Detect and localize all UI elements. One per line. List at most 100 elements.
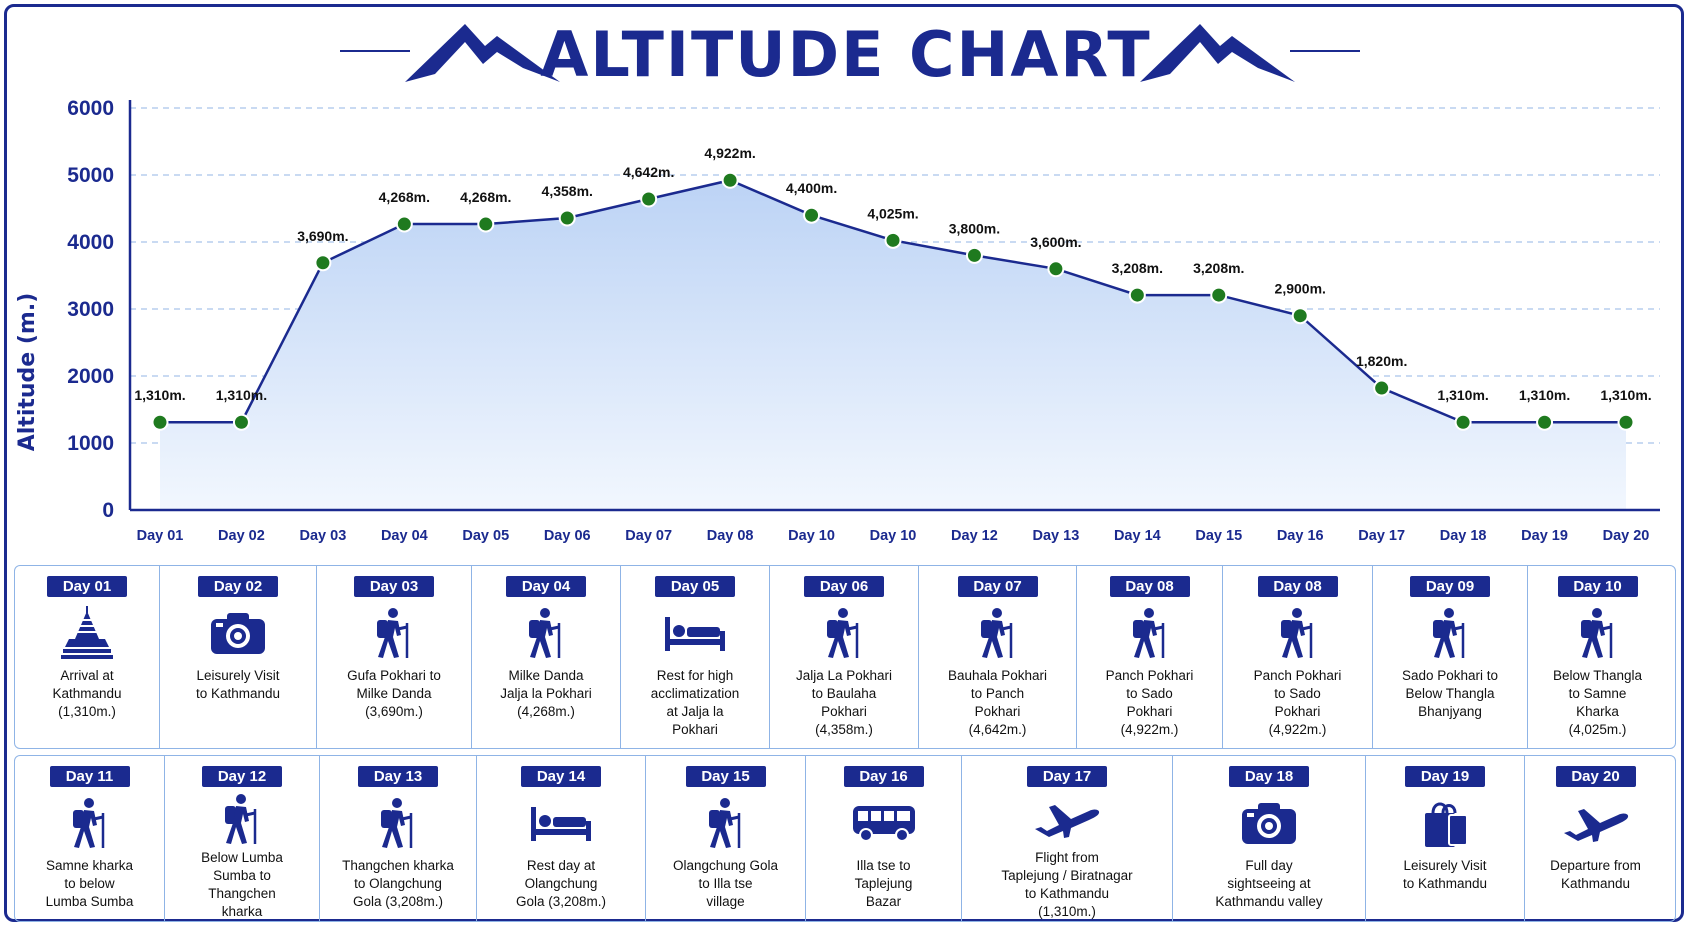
data-label: 2,900m.: [1275, 281, 1326, 297]
description-line: Below Thangla: [1552, 668, 1643, 683]
x-tick-label: Day 14: [1114, 528, 1161, 544]
description-line: Departure from: [1550, 858, 1641, 873]
hiker-icon: [821, 603, 867, 663]
description-line: to Kathmandu: [1402, 876, 1488, 891]
description-line: to Samne: [1568, 686, 1627, 701]
camera-icon: [209, 603, 267, 663]
stupa-icon: [59, 603, 115, 663]
x-tick-label: Day 03: [300, 528, 347, 544]
header: ALTITUDE CHART: [0, 6, 1692, 91]
description-line: to Baulaha: [811, 686, 877, 701]
data-label: 1,310m.: [134, 387, 185, 403]
x-ticks: Day 01 Day 02 Day 03 Day 04 Day 05 Day 06 Day …: [137, 528, 1650, 544]
bus-icon: [851, 793, 917, 853]
data-label: 1,310m.: [1437, 387, 1488, 403]
data-label: 4,358m.: [542, 183, 593, 199]
description-line: village: [706, 894, 745, 909]
data-label: 4,025m.: [867, 205, 918, 221]
hiker-icon: [1127, 603, 1173, 663]
data-labels: 1,310m. 1,310m. 3,690m. 4,268m. 4,268m. 4,358…: [134, 145, 1651, 403]
day-card: Day 20 Departure from Kathmandu: [1525, 756, 1666, 921]
bed-icon: [529, 793, 593, 853]
x-tick-label: Day 12: [951, 528, 998, 544]
mountain-icon-left: [405, 24, 560, 82]
description-line: (4,642m.): [968, 722, 1027, 737]
day-badge: Day 02: [198, 576, 278, 597]
day-card: Day 05 Rest for high acclimatization at Jal…: [621, 566, 770, 748]
description-line: (1,310m.): [58, 704, 116, 719]
itinerary-row-2: Day 11 Samne kharka to below Lumba Sumba Day…: [14, 755, 1676, 922]
data-label: 4,268m.: [460, 189, 511, 205]
day-badge: Day 14: [521, 766, 601, 787]
description-line: Milke Danda: [356, 686, 432, 701]
description-line: Pokhari: [1126, 704, 1173, 719]
description-line: Gola (3,208m.): [352, 894, 444, 909]
data-label: 4,642m.: [623, 164, 674, 180]
day-card: Day 08 Panch Pokhari to Sado Pokhari (4,922m…: [1223, 566, 1373, 748]
data-label: 3,208m.: [1112, 260, 1163, 276]
data-point: [477, 215, 495, 233]
description-line: Below Lumba: [201, 850, 283, 865]
data-point: [1047, 260, 1065, 278]
day-description: Below Lumba Sumba to Thangchen kharka: [195, 849, 289, 921]
data-label: 1,310m.: [1600, 387, 1651, 403]
day-badge: Day 20: [1555, 766, 1636, 787]
day-description: Panch Pokhari to Sado Pokhari (4,922m.): [1100, 667, 1200, 739]
day-card: Day 19 Leisurely Visit to Kathmandu: [1366, 756, 1525, 921]
mountain-icon-right: [1140, 24, 1295, 82]
data-point: [1291, 307, 1309, 325]
day-card: Day 07 Bauhala Pokhari to Panch Pokhari (4,6…: [919, 566, 1077, 748]
day-badge: Day 04: [506, 576, 586, 597]
data-point: [1128, 286, 1146, 304]
x-tick-label: Day 07: [625, 528, 672, 544]
description-line: (4,025m.): [1568, 722, 1627, 737]
description-line: Taplejung / Biratnagar: [1001, 868, 1133, 883]
data-point: [1373, 379, 1391, 397]
day-card: Day 03 Gufa Pokhari to Milke Danda (3,690m.…: [317, 566, 472, 748]
description-line: (4,358m.): [815, 722, 873, 737]
data-points: [151, 171, 1635, 431]
description-line: Olangchung: [524, 876, 598, 891]
day-description: Flight from Taplejung / Biratnagar to Kath…: [995, 849, 1138, 921]
x-tick-label: Day 13: [1033, 528, 1080, 544]
day-card: Day 16 Illa tse to Taplejung Bazar: [806, 756, 962, 921]
day-badge: Day 07: [957, 576, 1038, 597]
day-card: Day 15 Olangchung Gola to Illa tse village: [646, 756, 806, 921]
day-card: Day 14 Rest day at Olangchung Gola (3,208m.…: [477, 756, 646, 921]
description-line: to Panch: [970, 686, 1025, 701]
day-badge: Day 13: [358, 766, 438, 787]
hiker-icon: [375, 793, 421, 853]
day-description: Thangchen kharka to Olangchung Gola (3,208…: [336, 857, 460, 911]
day-description: Illa tse to Taplejung Bazar: [849, 857, 919, 911]
description-line: Thangchen kharka: [342, 858, 454, 873]
decorative-line-right: [1290, 50, 1360, 52]
description-line: to Sado: [1274, 686, 1321, 701]
x-tick-label: Day 01: [137, 528, 184, 544]
data-label: 3,208m.: [1193, 260, 1244, 276]
description-line: Pokhari: [821, 704, 867, 719]
page-title: ALTITUDE CHART: [540, 18, 1152, 91]
description-line: (4,922m.): [1120, 722, 1179, 737]
day-badge: Day 08: [1257, 576, 1338, 597]
day-card: Day 11 Samne kharka to below Lumba Sumba: [15, 756, 165, 921]
y-tick-label: 1000: [67, 432, 114, 455]
description-line: Kathmandu: [52, 686, 122, 701]
description-line: Rest for high: [656, 668, 734, 683]
data-point: [151, 413, 169, 431]
x-tick-label: Day 10: [870, 528, 917, 544]
description-line: Full day: [1245, 858, 1293, 873]
x-tick-label: Day 17: [1358, 528, 1405, 544]
data-point: [640, 190, 658, 208]
itinerary-row-1: Day 01 Arrival at Kathmandu (1,310m.) Day 02…: [14, 565, 1676, 749]
day-badge: Day 17: [1027, 766, 1107, 787]
y-axis-title: Altitude (m.): [15, 293, 40, 452]
day-card: Day 01 Arrival at Kathmandu (1,310m.): [15, 566, 160, 748]
plane-icon: [1562, 793, 1630, 853]
data-label: 4,400m.: [786, 180, 837, 196]
hiker-icon: [1275, 603, 1321, 663]
area-fill: [160, 180, 1626, 510]
day-badge: Day 05: [655, 576, 735, 597]
day-card: Day 12 Below Lumba Sumba to Thangchen kharka: [165, 756, 320, 921]
description-line: Sumba to: [213, 868, 271, 883]
day-description: Panch Pokhari to Sado Pokhari (4,922m.): [1248, 667, 1348, 739]
